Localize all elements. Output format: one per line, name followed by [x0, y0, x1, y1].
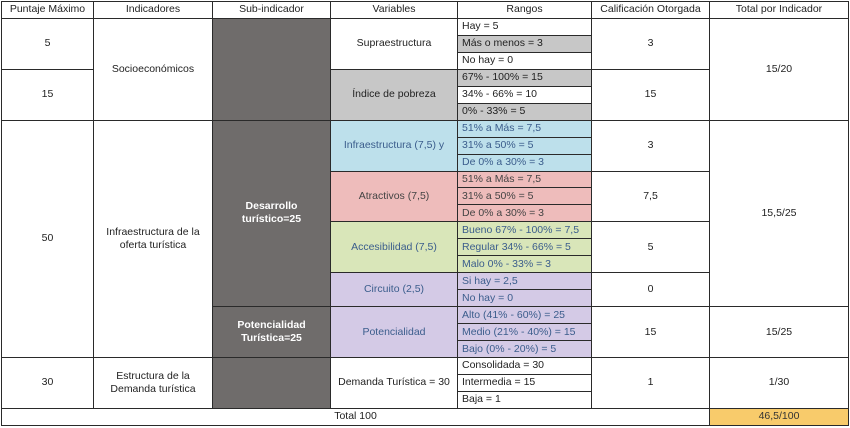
puntaje-cell: 30 — [1, 357, 94, 409]
range-cell: Baja = 1 — [457, 390, 592, 409]
puntaje-cell: 15 — [1, 68, 94, 121]
indicator-total-cell: 15/20 — [709, 17, 849, 121]
sub-indicator-cell — [212, 357, 331, 409]
table-row: 31% a 50% = 5 — [2, 136, 849, 155]
table-row: 5 Socioeconómicos Supraestructura Hay = … — [1, 17, 849, 121]
range-cell: 31% a 50% = 5 — [457, 187, 592, 206]
range-cell: No hay = 0 — [457, 289, 592, 308]
range-cell: 51% a Más = 7,5 — [457, 170, 592, 189]
table-row: Medio (21% - 40%) = 15 — [2, 323, 849, 342]
range-cell: De 0% a 30% = 3 — [457, 153, 592, 172]
header-rangos: Rangos — [457, 1, 592, 19]
indicator-total-cell: 1/30 — [709, 357, 849, 409]
range-cell: 51% a Más = 7,5 — [457, 119, 592, 138]
total-label-cell: Total 100 — [1, 407, 710, 427]
table-row: 50 Infraestructura de la oferta turístic… — [1, 119, 849, 359]
header-indicadores: Indicadores — [93, 1, 213, 19]
table-row: Malo 0% - 33% = 3 — [2, 255, 849, 274]
table-row: Atractivos (7,5) 51% a Más = 7,5 7,5 — [2, 170, 849, 223]
indicator-cell: Estructura de la Demanda turística — [93, 357, 213, 409]
score-cell: 3 — [591, 17, 710, 70]
variable-cell: Potencialidad — [330, 306, 458, 359]
header-sub-indicador: Sub-indicador — [212, 1, 331, 19]
puntaje-cell: 5 — [1, 17, 94, 70]
range-cell: Si hay = 2,5 — [457, 272, 592, 291]
header-variables: Variables — [330, 1, 458, 19]
table-row: 34% - 66% = 10 — [2, 85, 849, 104]
header-total: Total por Indicador — [709, 1, 849, 19]
score-cell: 15 — [591, 306, 710, 359]
sub-indicator-cell: Desarrollo turístico=25 — [212, 119, 331, 308]
range-cell: Regular 34% - 66% = 5 — [457, 238, 592, 257]
score-cell: 0 — [591, 272, 710, 308]
table-row: De 0% a 30% = 3 — [2, 153, 849, 172]
variable-cell: Accesibilidad (7,5) — [330, 221, 458, 274]
score-cell: 5 — [591, 221, 710, 274]
range-cell: 67% - 100% = 15 — [457, 68, 592, 87]
table-row: No hay = 0 — [2, 51, 849, 70]
indicator-cell: Socioeconómicos — [93, 17, 213, 121]
range-cell: Medio (21% - 40%) = 15 — [457, 323, 592, 342]
range-cell: Bajo (0% - 20%) = 5 — [457, 340, 592, 359]
variable-cell: Supraestructura — [330, 17, 458, 70]
indicator-cell: Infraestructura de la oferta turística — [93, 119, 213, 359]
range-cell: 0% - 33% = 5 — [457, 102, 592, 121]
footer-row: Total 100 46,5/100 — [1, 407, 849, 427]
range-cell: Alto (41% - 60%) = 25 — [457, 306, 592, 325]
header-calificacion: Calificación Otorgada — [591, 1, 710, 19]
range-cell: Bueno 67% - 100% = 7,5 — [457, 221, 592, 240]
table-row: De 0% a 30% = 3 — [2, 204, 849, 223]
range-cell: Hay = 5 — [457, 17, 592, 36]
variable-cell: Demanda Turística = 30 — [330, 357, 458, 409]
table-row: Accesibilidad (7,5) Bueno 67% - 100% = 7… — [2, 221, 849, 274]
variable-cell: Índice de pobreza — [330, 68, 458, 121]
table-row: Bajo (0% - 20%) = 5 — [2, 340, 849, 359]
range-cell: De 0% a 30% = 3 — [457, 204, 592, 223]
range-cell: Malo 0% - 33% = 3 — [457, 255, 592, 274]
table-row: 30 Estructura de la Demanda turística De… — [1, 357, 849, 409]
variable-cell: Atractivos (7,5) — [330, 170, 458, 223]
grand-total-cell: 46,5/100 — [709, 407, 849, 427]
header-row: Puntaje Máximo Indicadores Sub-indicador… — [1, 1, 849, 19]
header-puntaje: Puntaje Máximo — [1, 1, 94, 19]
score-cell: 15 — [591, 68, 710, 121]
variable-cell: Circuito (2,5) — [330, 272, 458, 308]
table-row: 0% - 33% = 5 — [2, 102, 849, 121]
range-cell: Consolidada = 30 — [457, 357, 592, 375]
range-cell: Más o menos = 3 — [457, 34, 592, 53]
range-cell: 31% a 50% = 5 — [457, 136, 592, 155]
score-cell: 3 — [591, 119, 710, 172]
table-row: Más o menos = 3 — [2, 34, 849, 53]
range-cell: No hay = 0 — [457, 51, 592, 70]
score-cell: 7,5 — [591, 170, 710, 223]
range-cell: 34% - 66% = 10 — [457, 85, 592, 104]
indicator-total-cell: 15,5/25 — [709, 119, 849, 308]
variable-cell: Infraestructura (7,5) y — [330, 119, 458, 172]
sub-indicator-cell — [212, 17, 331, 121]
score-cell: 1 — [591, 357, 710, 409]
table-row: Potencialidad Turística=25 Potencialidad… — [2, 306, 849, 359]
puntaje-cell: 50 — [1, 119, 94, 359]
table-row: 15 Índice de pobreza 67% - 100% = 15 15 — [1, 68, 849, 121]
indicator-total-cell: 15/25 — [709, 306, 849, 359]
range-cell: Intermedia = 15 — [457, 373, 592, 392]
sub-indicator-cell: Potencialidad Turística=25 — [212, 306, 331, 359]
